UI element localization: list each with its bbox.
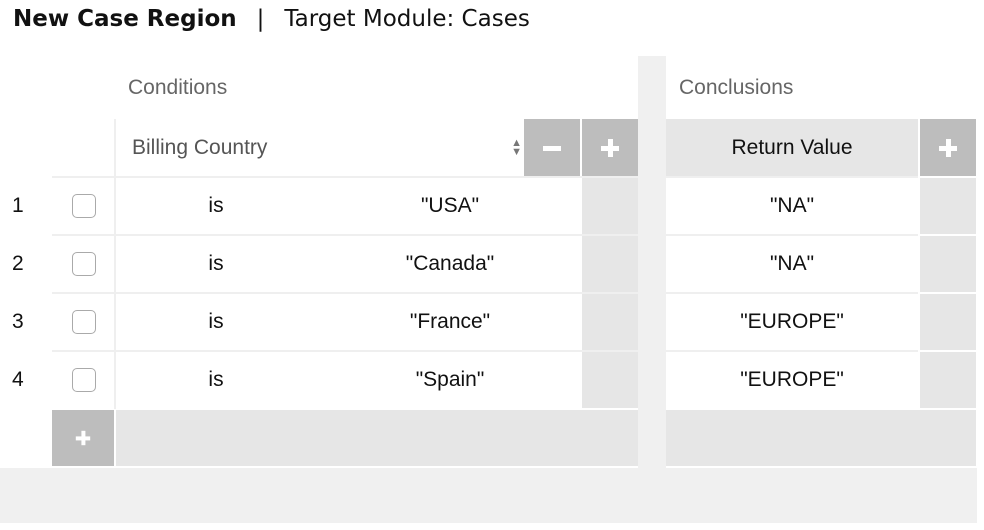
remove-condition-button[interactable] xyxy=(524,119,580,176)
add-condition-button[interactable] xyxy=(582,119,638,176)
row-number: 2 xyxy=(12,252,24,275)
conclusion-spacer-cell xyxy=(920,178,976,234)
condition-spacer-cell xyxy=(582,236,638,292)
return-value-label: Return Value xyxy=(731,135,853,159)
conclusion-spacer-cell xyxy=(920,236,976,292)
billing-country-label: Billing Country xyxy=(132,135,268,159)
conditions-footer xyxy=(116,410,638,466)
conditions-label: Conditions xyxy=(128,76,228,99)
row-number: 1 xyxy=(12,194,24,217)
conclusion-spacer-cell xyxy=(920,294,976,350)
billing-country-column-select[interactable]: Billing Country ▲ ▼ xyxy=(132,119,522,176)
section-divider xyxy=(638,56,666,468)
condition-spacer-cell xyxy=(582,294,638,350)
return-value-header[interactable]: Return Value xyxy=(666,119,918,176)
row-divider xyxy=(666,234,918,236)
row-checkbox[interactable] xyxy=(72,194,96,218)
add-row-button[interactable] xyxy=(52,410,114,466)
row-checkbox-cell xyxy=(72,236,96,292)
plus-icon xyxy=(74,429,92,447)
value-cell[interactable]: "Canada" xyxy=(405,252,495,275)
add-conclusion-button[interactable] xyxy=(920,119,976,176)
row-number: 4 xyxy=(12,368,24,391)
conclusion-spacer-cell xyxy=(920,352,976,408)
row-divider xyxy=(666,350,918,352)
operator-cell[interactable]: is xyxy=(208,252,224,275)
row-divider xyxy=(52,292,638,294)
row-checkbox[interactable] xyxy=(72,252,96,276)
return-value-cell[interactable]: "EUROPE" xyxy=(740,310,844,333)
conclusions-footer xyxy=(666,410,976,466)
row-divider xyxy=(666,176,918,178)
operator-cell[interactable]: is xyxy=(208,194,224,217)
sort-arrows-icon: ▲ ▼ xyxy=(511,136,522,158)
row-number: 3 xyxy=(12,310,24,333)
row-checkbox[interactable] xyxy=(72,368,96,392)
row-checkbox-cell xyxy=(72,352,96,408)
value-cell[interactable]: "France" xyxy=(409,310,491,333)
row-divider xyxy=(52,176,638,178)
return-value-cell[interactable]: "EUROPE" xyxy=(740,368,844,391)
plus-icon xyxy=(599,137,621,159)
conclusions-label: Conclusions xyxy=(679,76,794,99)
row-divider xyxy=(52,350,638,352)
title-separator: | xyxy=(256,6,265,32)
condition-spacer-cell xyxy=(582,178,638,234)
return-value-cell[interactable]: "NA" xyxy=(769,252,815,275)
footer-area xyxy=(0,468,977,523)
return-value-cell[interactable]: "NA" xyxy=(769,194,815,217)
page-title: New Case Region | Target Module: Cases xyxy=(13,6,530,32)
row-divider xyxy=(666,292,918,294)
value-cell[interactable]: "Spain" xyxy=(415,368,485,391)
row-checkbox[interactable] xyxy=(72,310,96,334)
row-checkbox-cell xyxy=(72,294,96,350)
column-divider xyxy=(114,119,116,409)
value-cell[interactable]: "USA" xyxy=(420,194,480,217)
plus-icon xyxy=(937,137,959,159)
minus-icon xyxy=(541,137,563,159)
operator-cell[interactable]: is xyxy=(208,310,224,333)
row-divider xyxy=(52,234,638,236)
row-checkbox-cell xyxy=(72,178,96,234)
operator-cell[interactable]: is xyxy=(208,368,224,391)
title-text: New Case Region xyxy=(13,6,237,32)
condition-spacer-cell xyxy=(582,352,638,408)
target-module: Target Module: Cases xyxy=(284,6,530,32)
